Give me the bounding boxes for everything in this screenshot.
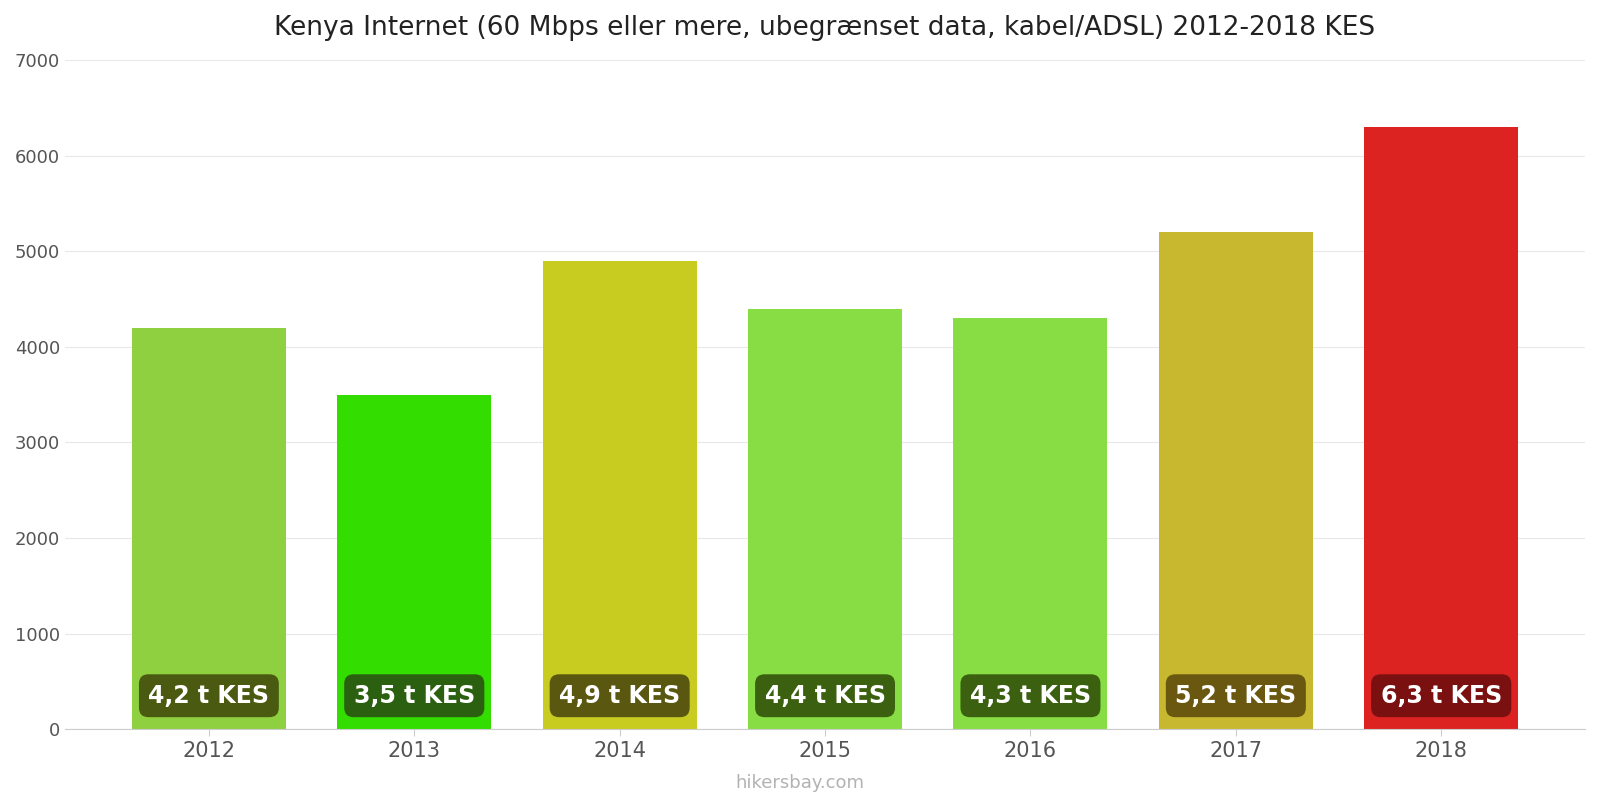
Bar [749, 309, 902, 729]
Text: 4,2 t KES: 4,2 t KES [149, 684, 269, 708]
Bar [1158, 232, 1314, 729]
Text: hikersbay.com: hikersbay.com [736, 774, 864, 792]
Bar [338, 394, 491, 729]
Bar [1365, 127, 1518, 729]
Text: 4,4 t KES: 4,4 t KES [765, 684, 885, 708]
Text: 3,5 t KES: 3,5 t KES [354, 684, 475, 708]
Bar [131, 328, 286, 729]
Bar [954, 318, 1107, 729]
Text: 4,9 t KES: 4,9 t KES [558, 684, 680, 708]
Text: 6,3 t KES: 6,3 t KES [1381, 684, 1502, 708]
Title: Kenya Internet (60 Mbps eller mere, ubegrænset data, kabel/ADSL) 2012-2018 KES: Kenya Internet (60 Mbps eller mere, ubeg… [275, 15, 1376, 41]
Bar [542, 261, 696, 729]
Text: 5,2 t KES: 5,2 t KES [1176, 684, 1296, 708]
Text: 4,3 t KES: 4,3 t KES [970, 684, 1091, 708]
